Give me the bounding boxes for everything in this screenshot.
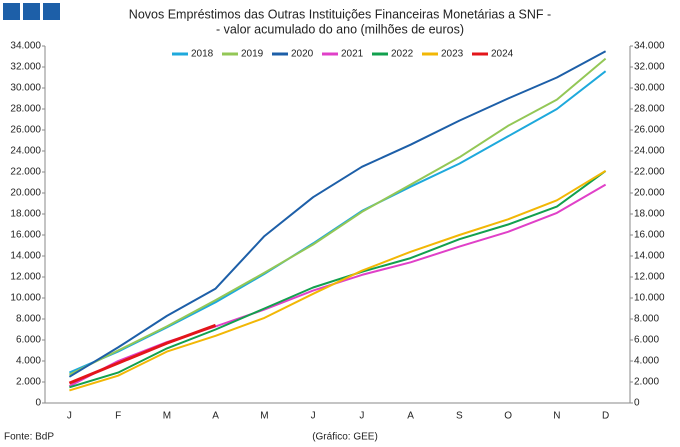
y2-tick-label: 34.000 bbox=[634, 41, 665, 52]
y2-tick-label: 8.000 bbox=[634, 314, 659, 325]
x-tick-label: A bbox=[212, 411, 219, 422]
series-line bbox=[68, 57, 607, 376]
legend-label: 2021 bbox=[341, 49, 364, 60]
x-tick-label: A bbox=[407, 411, 414, 422]
x-tick-label: N bbox=[553, 411, 560, 422]
y2-tick-label: 10.000 bbox=[634, 293, 665, 304]
y-tick-label: 18.000 bbox=[10, 209, 41, 220]
chart-title: Novos Empréstimos das Outras Instituiçõe… bbox=[129, 7, 551, 21]
y-tick-label: 14.000 bbox=[10, 251, 41, 262]
x-tick-label: J bbox=[67, 411, 72, 422]
y-tick-label: 20.000 bbox=[10, 188, 41, 199]
y-tick-label: 4.000 bbox=[16, 356, 41, 367]
legend-label: 2020 bbox=[291, 49, 314, 60]
x-tick-label: F bbox=[115, 411, 121, 422]
y-tick-label: 24.000 bbox=[10, 146, 41, 157]
y-tick-label: 28.000 bbox=[10, 104, 41, 115]
y2-tick-label: 28.000 bbox=[634, 104, 665, 115]
x-tick-label: S bbox=[456, 411, 463, 422]
legend-label: 2022 bbox=[391, 49, 414, 60]
y2-tick-label: 22.000 bbox=[634, 167, 665, 178]
legend-label: 2024 bbox=[491, 49, 514, 60]
source: Fonte: BdP bbox=[4, 432, 54, 443]
y2-tick-label: 0 bbox=[634, 398, 640, 409]
y-tick-label: 8.000 bbox=[16, 314, 41, 325]
y2-tick-label: 32.000 bbox=[634, 62, 665, 73]
y2-tick-label: 6.000 bbox=[634, 335, 659, 346]
y-tick-label: 12.000 bbox=[10, 272, 41, 283]
y2-tick-label: 26.000 bbox=[634, 125, 665, 136]
series-line bbox=[69, 170, 607, 389]
series-line bbox=[69, 170, 607, 392]
credit: (Gráfico: GEE) bbox=[312, 432, 378, 443]
y-tick-label: 34.000 bbox=[10, 41, 41, 52]
x-tick-label: J bbox=[311, 411, 316, 422]
series-line bbox=[68, 323, 217, 385]
y2-tick-label: 14.000 bbox=[634, 251, 665, 262]
y2-tick-label: 16.000 bbox=[634, 230, 665, 241]
y-tick-label: 2.000 bbox=[16, 377, 41, 388]
logo-square bbox=[43, 3, 60, 20]
y-tick-label: 0 bbox=[35, 398, 41, 409]
series-line bbox=[68, 50, 607, 378]
y-tick-label: 26.000 bbox=[10, 125, 41, 136]
y-tick-label: 6.000 bbox=[16, 335, 41, 346]
legend-label: 2018 bbox=[191, 49, 214, 60]
chart-subtitle: - valor acumulado do ano (milhões de eur… bbox=[216, 22, 464, 36]
x-tick-label: M bbox=[163, 411, 171, 422]
y-tick-label: 22.000 bbox=[10, 167, 41, 178]
y2-tick-label: 20.000 bbox=[634, 188, 665, 199]
y-tick-label: 10.000 bbox=[10, 293, 41, 304]
y2-tick-label: 12.000 bbox=[634, 272, 665, 283]
x-tick-label: O bbox=[504, 411, 512, 422]
y2-tick-label: 30.000 bbox=[634, 83, 665, 94]
y-tick-label: 16.000 bbox=[10, 230, 41, 241]
x-tick-label: M bbox=[260, 411, 268, 422]
legend-label: 2023 bbox=[441, 49, 464, 60]
legend-label: 2019 bbox=[241, 49, 264, 60]
y2-tick-label: 4.000 bbox=[634, 356, 659, 367]
y-tick-label: 32.000 bbox=[10, 62, 41, 73]
y2-tick-label: 24.000 bbox=[634, 146, 665, 157]
y2-tick-label: 18.000 bbox=[634, 209, 665, 220]
logo-square bbox=[23, 3, 40, 20]
x-tick-label: D bbox=[602, 411, 609, 422]
y-tick-label: 30.000 bbox=[10, 83, 41, 94]
logo-square bbox=[3, 3, 20, 20]
y2-tick-label: 2.000 bbox=[634, 377, 659, 388]
x-tick-label: J bbox=[359, 411, 364, 422]
